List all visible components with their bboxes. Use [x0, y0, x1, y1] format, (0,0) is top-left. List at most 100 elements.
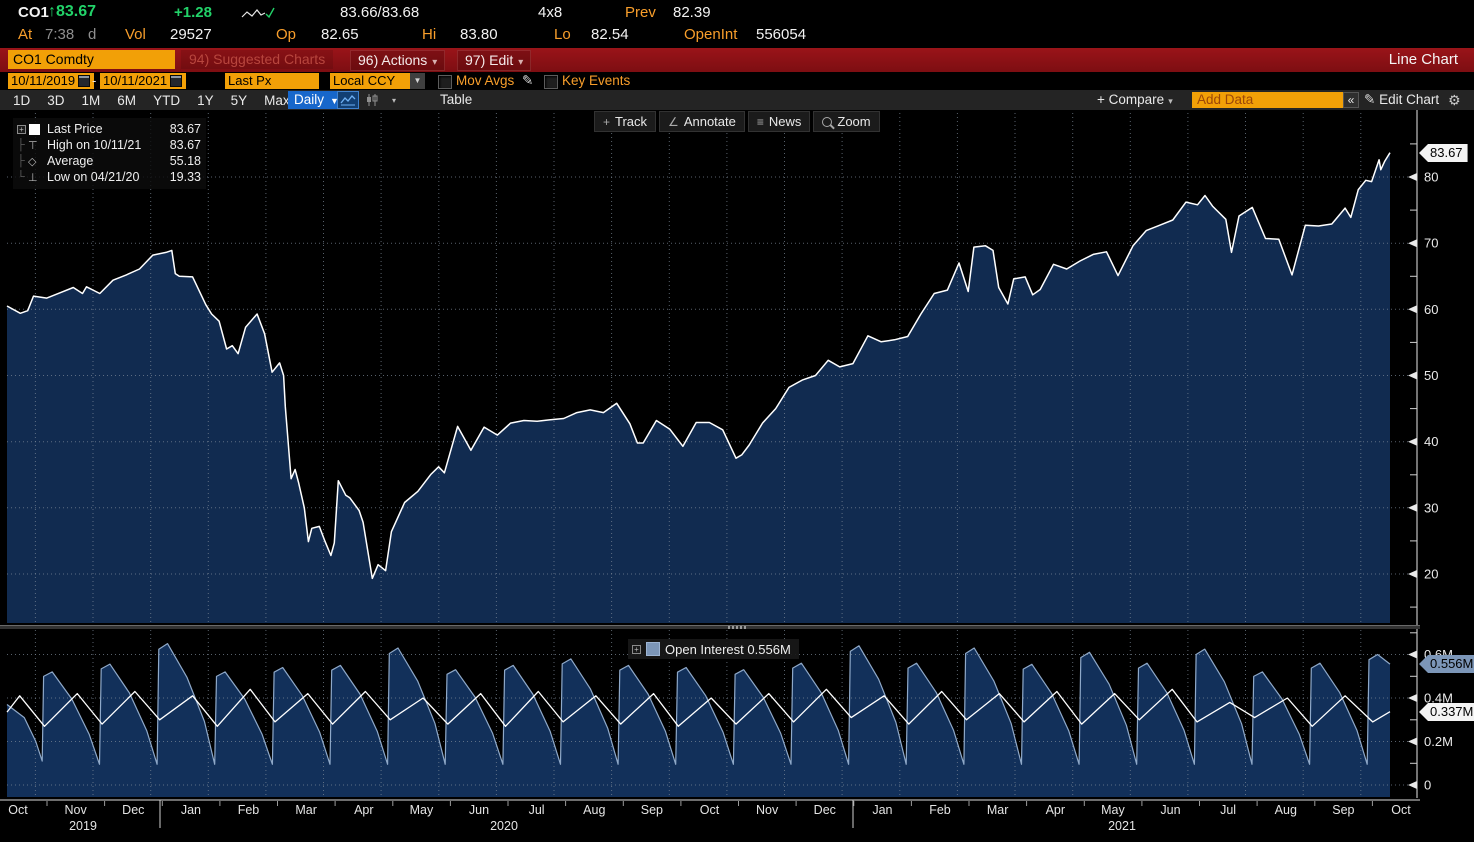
edit-chart-button[interactable]: ✎ Edit Chart — [1364, 92, 1440, 107]
candle-chart-type-button[interactable] — [361, 91, 383, 109]
svg-text:2020: 2020 — [490, 819, 518, 833]
svg-text:30: 30 — [1424, 500, 1438, 515]
svg-text:2019: 2019 — [69, 819, 97, 833]
zoom-button[interactable]: Zoom — [813, 111, 880, 132]
avg-marker-icon: ◇ — [28, 155, 37, 168]
legend-row: ├ ⊤ High on 10/11/21 83.67 — [17, 138, 201, 152]
collapse-panel-button[interactable]: « — [1343, 92, 1359, 108]
range-tab-Max[interactable]: Max — [264, 92, 290, 108]
svg-text:20: 20 — [1424, 567, 1438, 582]
lot-size: 4x8 — [538, 4, 563, 21]
annotate-icon: ∠ — [668, 114, 679, 129]
page-title: Line Chart — [1388, 51, 1458, 68]
function-title-bar: CO1 Comdty 94) Suggested Charts 96) Acti… — [0, 48, 1474, 72]
date-to-input[interactable]: 10/11/2021 — [100, 73, 186, 89]
security-input[interactable]: CO1 Comdty — [8, 50, 175, 69]
last-price: ↑83.67 — [48, 3, 97, 20]
svg-text:Feb: Feb — [238, 803, 260, 817]
svg-text:2021: 2021 — [1108, 819, 1136, 833]
svg-text:Jun: Jun — [1160, 803, 1180, 817]
mov-avgs-label[interactable]: Mov Avgs — [456, 73, 515, 88]
range-tab-6M[interactable]: 6M — [117, 92, 137, 108]
line-chart-type-button[interactable] — [337, 91, 359, 109]
quote-header: CO1 ↑83.67 +1.28 83.66/83.68 4x8 Prev 82… — [0, 0, 1474, 48]
zoom-icon — [822, 116, 833, 127]
svg-text:Jan: Jan — [181, 803, 201, 817]
ticker-symbol: CO1 — [18, 4, 49, 21]
delay-flag: d — [88, 26, 97, 43]
svg-text:Mar: Mar — [987, 803, 1009, 817]
edit-menu-button[interactable]: 97) Edit ▾ — [457, 50, 532, 71]
bid-ask: 83.66/83.68 — [340, 4, 420, 21]
date-range-dash: - — [92, 73, 97, 88]
svg-text:May: May — [1101, 803, 1125, 817]
open-label: Op — [276, 26, 297, 43]
chart-type-dropdown[interactable]: ▾ — [391, 95, 396, 105]
range-tab-1Y[interactable]: 1Y — [197, 92, 214, 108]
chevron-down-icon: ▾ — [1168, 96, 1173, 106]
oi-line-axis-badge: 0.337M — [1419, 703, 1474, 721]
last-price-axis-badge: 83.67 — [1419, 144, 1468, 162]
actions-menu-button[interactable]: 96) Actions ▾ — [350, 50, 446, 71]
svg-text:Jul: Jul — [529, 803, 545, 817]
key-events-checkbox[interactable] — [544, 75, 558, 89]
svg-text:Oct: Oct — [8, 803, 28, 817]
range-tab-1D[interactable]: 1D — [13, 92, 31, 108]
suggested-charts-button[interactable]: 94) Suggested Charts — [181, 50, 334, 69]
calendar-icon[interactable] — [170, 75, 183, 87]
hi-label: Hi — [422, 26, 437, 43]
chevron-down-icon: ▾ — [432, 57, 438, 68]
expand-icon[interactable]: + — [632, 644, 641, 654]
expand-icon[interactable]: + — [17, 124, 26, 134]
svg-text:0: 0 — [1424, 778, 1431, 793]
svg-text:Mar: Mar — [295, 803, 317, 817]
open-interest-axis-badge: 0.556M — [1419, 655, 1474, 673]
svg-text:50: 50 — [1424, 368, 1438, 383]
divider-grip-icon[interactable] — [728, 626, 748, 629]
series-legend: + Last Price 83.67 ├ ⊤ High on 10/11/21 83.67 ├… — [13, 118, 206, 189]
key-events-label[interactable]: Key Events — [562, 73, 631, 88]
range-tab-1M[interactable]: 1M — [81, 92, 101, 108]
news-button[interactable]: ≡ News — [747, 111, 811, 132]
annotate-button[interactable]: ∠ Annotate — [659, 111, 745, 132]
legend-row: + Last Price 83.67 — [17, 121, 201, 137]
mov-avgs-edit-icon[interactable]: ✎ — [522, 73, 534, 88]
prev-label: Prev — [625, 4, 656, 21]
hi-value: 83.80 — [460, 26, 498, 43]
svg-text:Apr: Apr — [354, 803, 373, 817]
track-button[interactable]: + Track — [594, 111, 657, 132]
vol-value: 29527 — [170, 26, 212, 43]
svg-text:Sep: Sep — [1332, 803, 1354, 817]
price-field-input[interactable]: Last Px — [225, 73, 319, 89]
range-tab-3D[interactable]: 3D — [47, 92, 65, 108]
svg-text:Dec: Dec — [814, 803, 836, 817]
last-price-swatch — [29, 123, 40, 135]
chart-toolbar: 1D 3D 1M 6M YTD 1Y 5Y Max Daily ▼ ▾ Table + Comp… — [0, 90, 1474, 111]
currency-dropdown-button[interactable]: ▼ — [410, 73, 425, 89]
panel-divider[interactable] — [0, 625, 1420, 629]
open-interest-legend[interactable]: + Open Interest 0.556M — [628, 639, 799, 659]
range-tab-5Y[interactable]: 5Y — [230, 92, 248, 108]
svg-text:Jan: Jan — [872, 803, 892, 817]
compare-button[interactable]: + Compare ▾ — [1097, 92, 1173, 107]
svg-text:Sep: Sep — [641, 803, 663, 817]
add-data-input[interactable]: Add Data — [1192, 92, 1344, 108]
table-button[interactable]: Table — [440, 92, 473, 107]
svg-text:Dec: Dec — [122, 803, 144, 817]
openint-value: 556054 — [756, 26, 807, 43]
open-interest-swatch — [646, 642, 660, 656]
mov-avgs-checkbox[interactable] — [438, 75, 452, 89]
high-marker-icon: ⊤ — [28, 139, 38, 152]
legend-row: └ ⊥ Low on 04/21/20 19.33 — [17, 170, 201, 184]
svg-text:Aug: Aug — [583, 803, 605, 817]
track-icon: + — [603, 114, 611, 129]
periodicity-button[interactable]: Daily ▼ — [288, 91, 345, 109]
currency-select[interactable]: Local CCY — [330, 73, 414, 89]
chart-area: 80 70 60 50 40 30 20 0.6M 0.4M 0.2M 0 Oct Nov Dec Jan F… — [0, 110, 1474, 842]
date-from-input[interactable]: 10/11/2019 — [8, 73, 94, 89]
range-tab-YTD[interactable]: YTD — [153, 92, 181, 108]
gear-icon[interactable]: ⚙ — [1448, 92, 1461, 108]
calendar-icon[interactable] — [78, 75, 91, 87]
